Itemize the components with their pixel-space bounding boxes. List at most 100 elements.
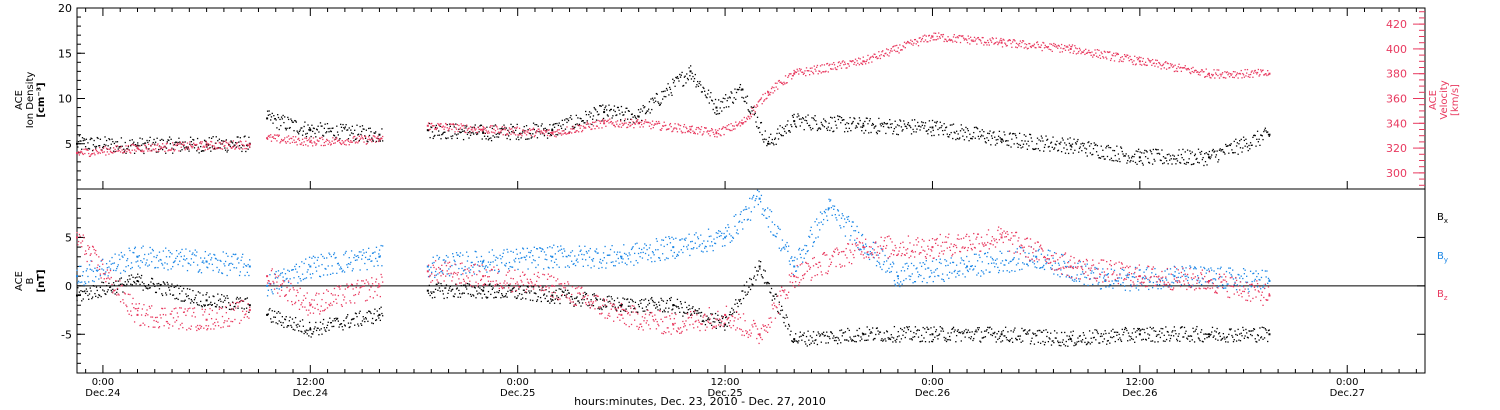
ion-density-series-dot [329,127,331,130]
by-series-dot [455,252,458,254]
by-series-dot [146,259,148,261]
by-series-point [266,284,269,287]
bx-series-dot [539,296,542,299]
by-series-dot [217,259,219,261]
bx-series-dot [722,316,724,318]
bx-series-dot [1074,344,1077,346]
velocity-series-dot [598,127,600,129]
by-series-dot [140,259,142,262]
ion-density-series-dot [202,150,204,152]
by-series-dot [368,247,370,249]
ion-density-series-dot [165,152,167,154]
velocity-series-dot [643,122,645,125]
ion-density-series-dot [996,142,998,145]
ion-density-series-dot [967,129,969,132]
ion-density-series-dot [116,141,119,143]
bx-series-dot [841,335,843,337]
bx-series-dot [291,326,293,328]
velocity-series-dot [1018,45,1020,47]
ion-density-series-dot [699,80,701,83]
ion-density-series-dot [1023,134,1025,136]
ion-density-series-dot [1212,148,1214,151]
ion-density-series-dot [748,110,750,112]
bx-series-dot [95,295,97,298]
bx-series-dot [1116,334,1118,336]
bx-series-dot [703,320,705,323]
velocity-series-dot [81,151,83,153]
top-ytick-label: 15 [58,47,72,60]
ion-density-series-dot [917,121,919,124]
bx-series-dot [750,278,752,281]
ion-density-series-dot [806,122,808,124]
bx-series-dot [505,293,507,295]
bx-series-dot [927,328,930,330]
velocity-series-dot [968,37,970,40]
by-series-dot [176,255,179,258]
velocity-series-dot [833,64,836,66]
ion-density-series-dot [300,127,302,129]
velocity-series-dot [295,141,298,143]
velocity-series-dot [639,126,641,128]
velocity-series-dot [1235,73,1238,76]
ion-density-series-dot [1034,148,1036,150]
bx-series-dot [650,298,652,300]
ion-density-series-dot [553,123,555,125]
by-series-dot [197,271,200,273]
ion-density-series-dot [1035,147,1037,150]
ion-density-series-dot [1251,144,1253,146]
ion-density-series-dot [970,137,973,140]
velocity-series-dot [363,141,365,143]
velocity-series-dot [112,147,115,149]
velocity-series-dot [326,138,328,141]
bx-series-dot [88,298,90,300]
velocity-series-dot [985,41,987,44]
ion-density-series-dot [701,91,703,93]
velocity-series-dot [616,123,618,125]
by-series-dot [310,277,312,279]
ion-density-series-dot [158,148,160,151]
velocity-series-dot [359,138,361,141]
bx-series-dot [735,299,737,301]
ion-density-series-dot [1076,140,1078,143]
bx-series-dot [173,286,175,288]
bx-series-dot [773,298,776,300]
velocity-series-dot [1223,76,1225,79]
velocity-series-dot [665,124,667,126]
bx-series-dot [962,332,965,334]
by-series-dot [207,254,210,256]
ion-density-series-dot [999,137,1001,139]
ion-density-series-dot [550,134,553,137]
velocity-series-dot [703,131,705,133]
velocity-series-dot [960,35,962,37]
by-series-dot [221,272,223,274]
velocity-series-dot [465,131,467,134]
velocity-series-dot [901,49,903,51]
by-series-dot [111,256,113,259]
ion-density-series-dot [767,140,770,143]
bx-series-dot [1241,335,1243,337]
bx-series-dot [934,330,937,333]
ion-density-series-dot [726,100,728,102]
velocity-series-dot [379,138,381,140]
velocity-series-dot [797,70,799,72]
by-series-dot [369,255,371,257]
bx-series-dot [469,293,472,296]
velocity-series-dot [1092,54,1095,56]
ion-density-series-dot [1075,143,1078,145]
bx-series-dot [859,340,861,342]
ion-density-series-dot [1120,146,1122,148]
bx-series-dot [694,309,696,311]
ion-density-series-dot [279,118,281,121]
velocity-series-dot [268,134,270,137]
by-series-dot [158,251,161,253]
velocity-series-dot [1092,56,1094,58]
ion-density-series-dot [172,152,174,154]
ion-density-series-dot [515,129,517,131]
bx-series-dot [297,323,299,326]
bx-series-dot [1141,328,1144,330]
ion-density-series-dot [545,129,547,132]
ion-density-series-dot [652,99,654,101]
ion-density-series-dot [1105,147,1107,149]
ion-density-series-dot [185,146,187,148]
ion-density-series-dot [431,131,434,133]
